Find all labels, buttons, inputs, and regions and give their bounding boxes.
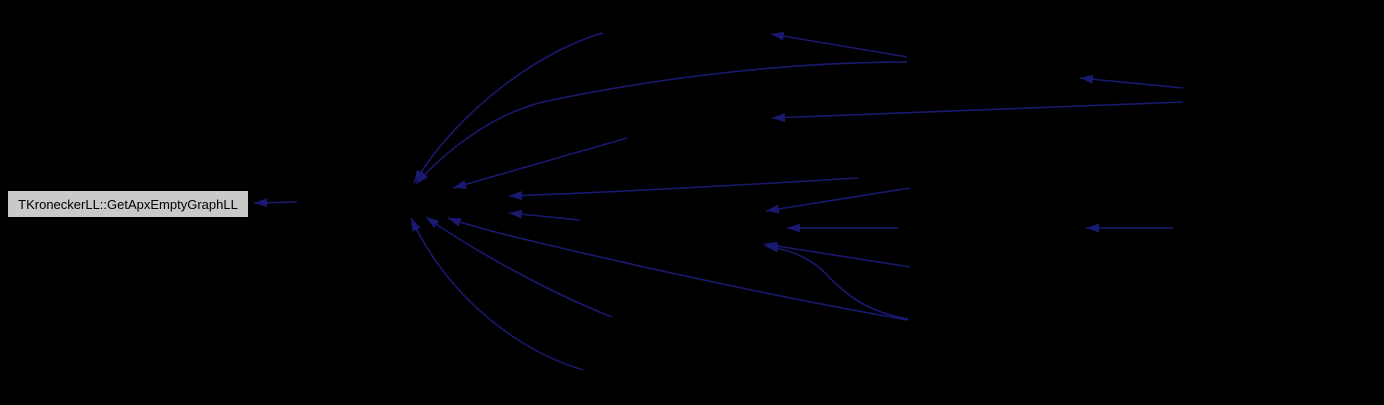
edge-bottom-fan-middle	[425, 216, 613, 318]
edge-s-curve	[764, 243, 909, 320]
function-node-label: TKroneckerLL::GetApxEmptyGraphLL	[18, 196, 238, 212]
edge-long-mid-line	[508, 177, 859, 201]
edge-short-stub	[508, 209, 581, 221]
edge-far-right-long	[771, 101, 1184, 122]
edge-bottom-fan-steep	[410, 217, 584, 371]
edge-diagonal-mid	[452, 137, 628, 189]
edge-mid-right-upper	[765, 187, 911, 214]
edge-top-right-line	[770, 31, 908, 58]
edge-mid-right-lower	[763, 241, 911, 268]
edge-into-focus-node	[253, 198, 298, 208]
edge-top-sweep-long	[415, 61, 908, 185]
function-node[interactable]: TKroneckerLL::GetApxEmptyGraphLL	[7, 190, 249, 218]
edge-far-right-short	[1079, 74, 1184, 89]
edge-bottom-long-line	[447, 217, 909, 321]
edge-top-curve-short	[413, 32, 604, 184]
